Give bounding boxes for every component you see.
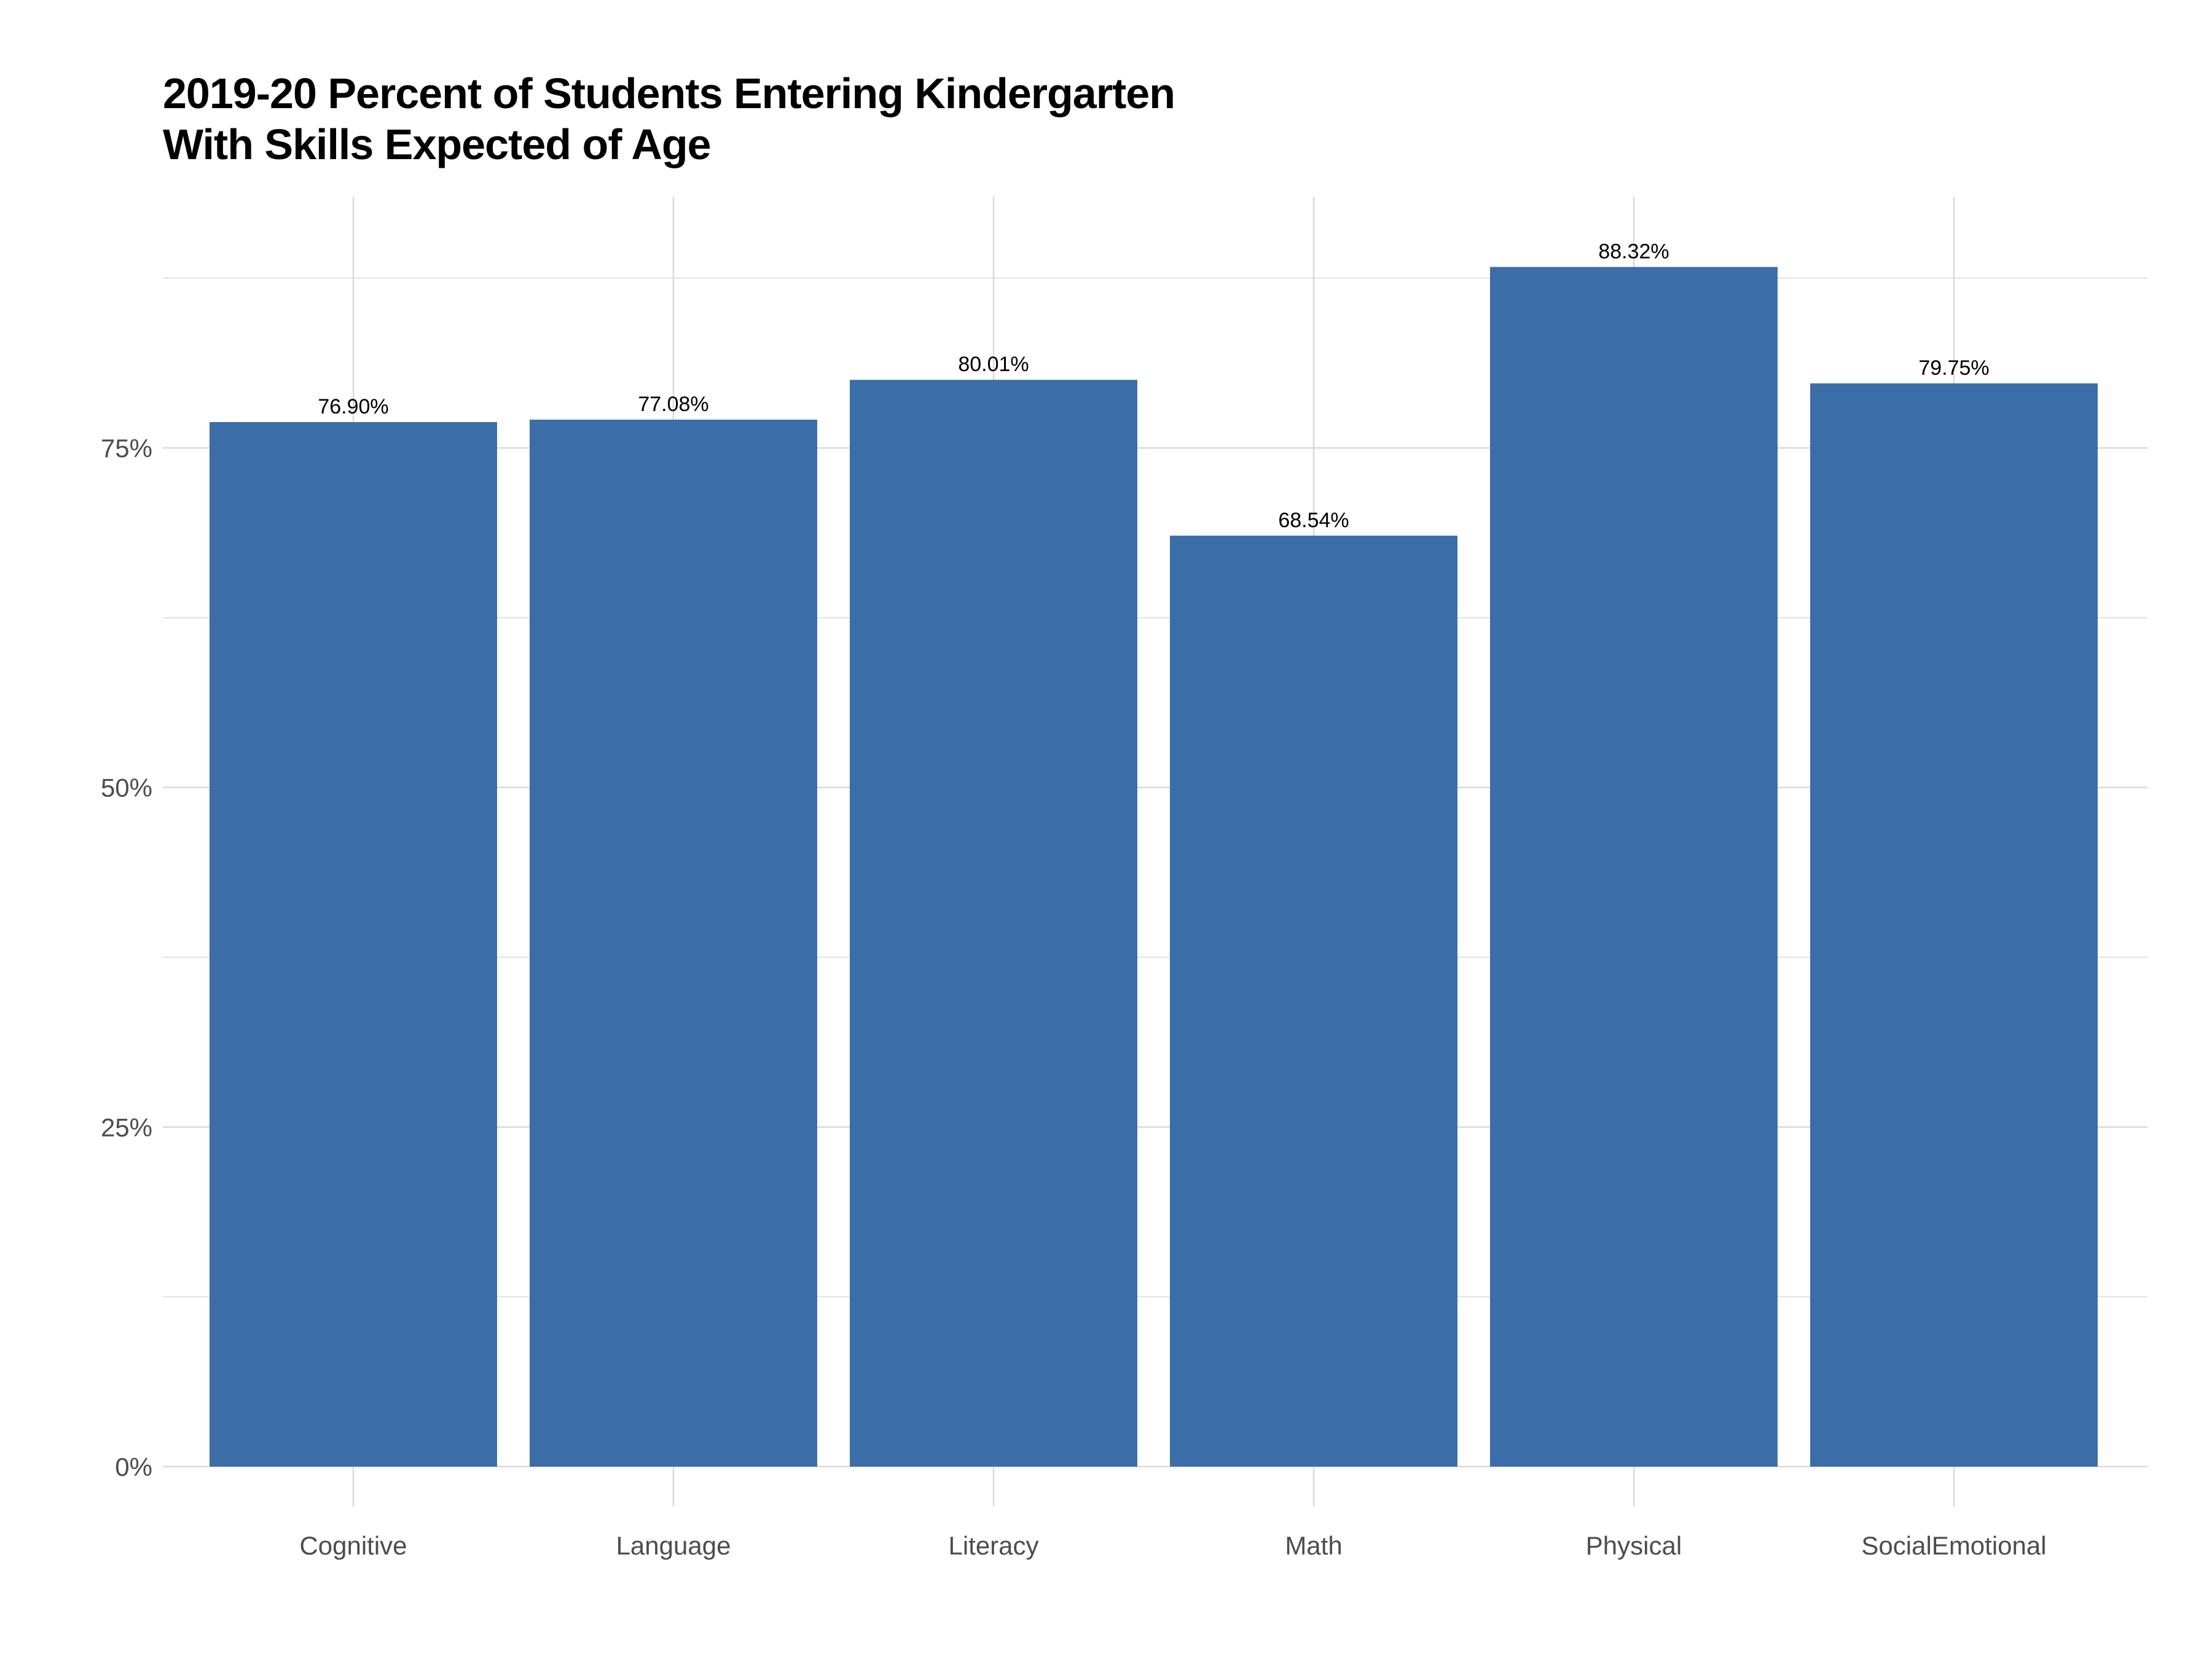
- bar-physical: [1490, 267, 1778, 1467]
- bar-value-label: 77.08%: [638, 393, 708, 416]
- bars: [210, 267, 2098, 1467]
- x-tick-label: Math: [1285, 1531, 1342, 1560]
- bar-value-label: 80.01%: [958, 353, 1029, 376]
- bar-value-label: 68.54%: [1278, 509, 1349, 532]
- y-tick-label: 75%: [101, 434, 152, 463]
- x-tick-label: SocialEmotional: [1861, 1531, 2046, 1560]
- y-tick-label: 25%: [101, 1113, 152, 1142]
- bar-socialemotional: [1810, 383, 2098, 1467]
- x-tick-label: Literacy: [948, 1531, 1038, 1560]
- bar-math: [1170, 535, 1457, 1467]
- y-tick-label: 0%: [115, 1452, 152, 1481]
- x-tick-label: Language: [616, 1531, 731, 1560]
- bar-literacy: [850, 380, 1137, 1467]
- x-tick-label: Cognitive: [299, 1531, 407, 1560]
- bar-value-labels: 76.90% 77.08% 80.01% 68.54% 88.32% 79.75%: [318, 240, 1989, 532]
- chart-title-line-1: 2019-20 Percent of Students Entering Kin…: [163, 69, 1175, 117]
- x-tick-label: Physical: [1586, 1531, 1682, 1560]
- bar-value-label: 76.90%: [318, 395, 388, 418]
- bar-cognitive: [210, 421, 497, 1467]
- axis-labels: Cognitive Language Literacy Math Physical Soc…: [101, 434, 2047, 1560]
- y-tick-label: 50%: [101, 774, 152, 802]
- bar-value-label: 88.32%: [1598, 240, 1669, 264]
- bar-value-label: 79.75%: [1918, 356, 1989, 380]
- chart-title-line-2: With Skills Expected of Age: [163, 120, 712, 168]
- bar-language: [530, 419, 817, 1467]
